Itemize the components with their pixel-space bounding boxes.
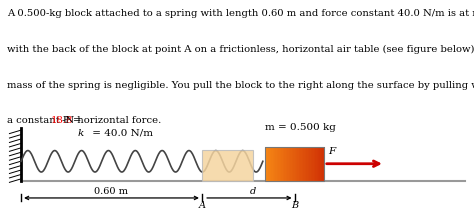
Text: with the back of the block at point A on a frictionless, horizontal air table (s: with the back of the block at point A on…	[7, 45, 474, 54]
Bar	[321, 147, 323, 181]
Bar	[302, 147, 304, 181]
Bar	[265, 147, 268, 181]
Bar	[299, 147, 301, 181]
Bar	[287, 147, 290, 181]
Text: m = 0.500 kg: m = 0.500 kg	[265, 123, 336, 132]
Text: mass of the spring is negligible. You pull the block to the right along the surf: mass of the spring is negligible. You pu…	[7, 81, 474, 90]
Bar	[202, 150, 254, 181]
Bar	[277, 147, 279, 181]
Bar	[271, 147, 273, 181]
Bar	[312, 147, 315, 181]
Bar	[274, 147, 276, 181]
Bar	[284, 147, 287, 181]
Bar	[322, 147, 325, 181]
Text: A: A	[198, 201, 205, 211]
Bar	[294, 147, 297, 181]
Text: B: B	[291, 201, 298, 211]
Bar	[310, 147, 313, 181]
Bar	[265, 147, 324, 181]
Text: a constant F =: a constant F =	[7, 116, 84, 125]
Bar	[317, 147, 319, 181]
Bar	[306, 147, 309, 181]
Text: A 0.500-kg block attached to a spring with length 0.60 m and force constant 40.0: A 0.500-kg block attached to a spring wi…	[7, 10, 474, 18]
Text: -N horizontal force.: -N horizontal force.	[63, 116, 162, 125]
Bar	[289, 147, 291, 181]
Text: 18.8: 18.8	[51, 116, 73, 125]
Text: F: F	[328, 147, 336, 156]
Bar	[303, 147, 306, 181]
Bar	[309, 147, 311, 181]
Bar	[268, 147, 271, 181]
Bar	[308, 147, 310, 181]
Bar	[305, 147, 307, 181]
Bar	[319, 147, 322, 181]
Bar	[270, 147, 272, 181]
Text: = 40.0 N/m: = 40.0 N/m	[89, 128, 153, 138]
Bar	[314, 147, 316, 181]
Text: d: d	[250, 187, 256, 196]
Text: 0.60 m: 0.60 m	[94, 187, 128, 196]
Bar	[283, 147, 285, 181]
Bar	[315, 147, 318, 181]
Bar	[286, 147, 288, 181]
Bar	[296, 147, 298, 181]
Bar	[298, 147, 300, 181]
Bar	[275, 147, 278, 181]
Bar	[292, 147, 294, 181]
Text: k: k	[77, 128, 84, 138]
Bar	[301, 147, 303, 181]
Bar	[293, 147, 295, 181]
Bar	[278, 147, 281, 181]
Bar	[290, 147, 292, 181]
Bar	[281, 147, 284, 181]
Bar	[280, 147, 282, 181]
Bar	[267, 147, 269, 181]
Bar	[318, 147, 320, 181]
Bar	[273, 147, 275, 181]
